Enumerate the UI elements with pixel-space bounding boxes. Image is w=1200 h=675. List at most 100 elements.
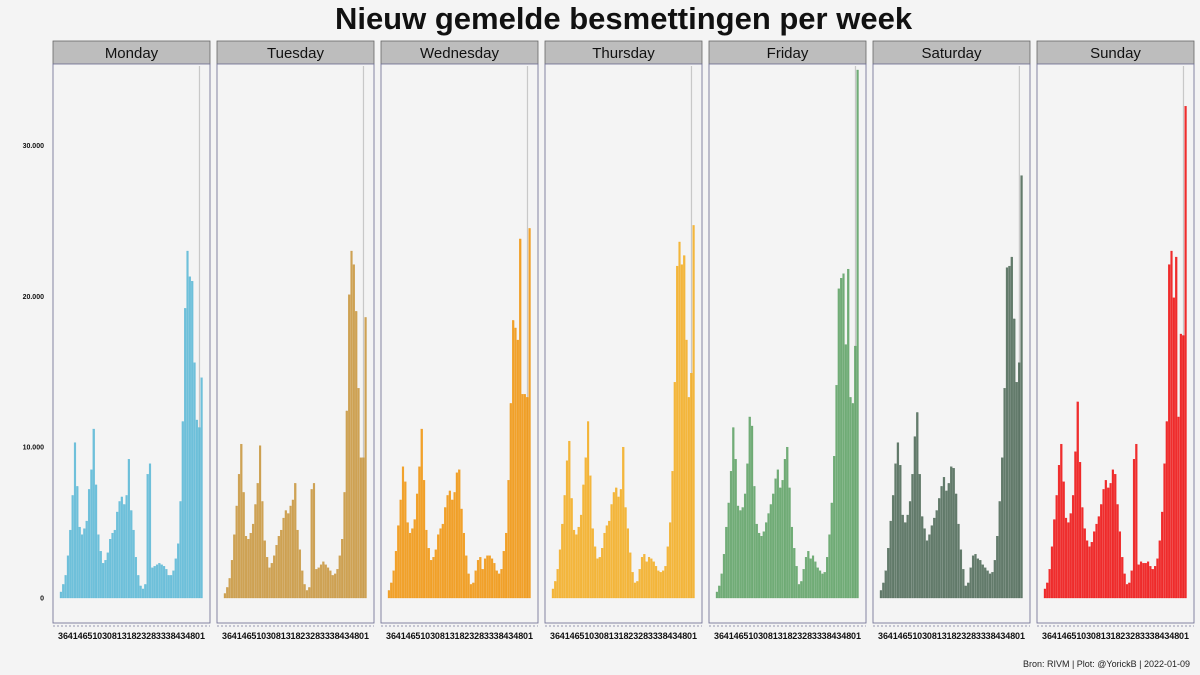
- bar: [718, 585, 721, 599]
- bar: [275, 545, 278, 599]
- x-tick-label: 23: [956, 631, 966, 641]
- bar: [662, 570, 665, 599]
- bar: [137, 575, 140, 599]
- bar: [587, 421, 590, 599]
- bar: [1095, 523, 1098, 599]
- x-tick-label: 43: [339, 631, 349, 641]
- bar: [608, 520, 611, 599]
- bar: [563, 495, 566, 599]
- bar: [130, 510, 133, 599]
- bar: [287, 513, 290, 599]
- bar: [519, 238, 522, 599]
- bar: [488, 555, 491, 599]
- bar: [605, 525, 608, 599]
- bar: [310, 489, 313, 599]
- x-tick-label: 08: [271, 631, 281, 641]
- x-tick-label: 03: [425, 631, 435, 641]
- bar: [556, 569, 559, 599]
- bar: [1182, 335, 1185, 599]
- bar: [364, 317, 367, 599]
- bar: [636, 581, 639, 599]
- bar: [502, 551, 505, 599]
- bar: [85, 520, 88, 599]
- bar: [458, 469, 461, 599]
- source-caption: Bron: RIVM | Plot: @YorickB | 2022-01-09: [1022, 659, 1190, 669]
- bar: [132, 529, 135, 599]
- bar: [1111, 469, 1114, 599]
- bar: [1074, 451, 1077, 599]
- bar: [1062, 481, 1065, 599]
- x-tick-label: 28: [1130, 631, 1140, 641]
- bar: [280, 529, 283, 599]
- bar: [500, 569, 503, 599]
- bar: [139, 585, 142, 599]
- x-tick-label: 33: [156, 631, 166, 641]
- bar: [392, 570, 395, 599]
- bar: [722, 554, 726, 599]
- bar: [626, 528, 630, 599]
- bar: [619, 489, 622, 599]
- bar: [964, 585, 967, 599]
- bar: [1158, 540, 1161, 599]
- bar: [1069, 513, 1072, 599]
- x-tick-label: 48: [1005, 631, 1015, 641]
- bar: [507, 480, 510, 599]
- bar: [769, 504, 772, 599]
- bar: [104, 560, 107, 599]
- bar: [1130, 570, 1133, 599]
- bar: [1005, 267, 1009, 599]
- bar: [113, 529, 116, 599]
- bar: [998, 501, 1001, 599]
- x-tick-label: 08: [1091, 631, 1101, 641]
- bar: [633, 582, 637, 599]
- x-tick-label: 38: [986, 631, 996, 641]
- bar: [1116, 504, 1119, 599]
- bar: [109, 539, 112, 599]
- bar: [331, 575, 334, 599]
- x-tick-label: 38: [330, 631, 340, 641]
- bar: [116, 511, 119, 599]
- bar: [579, 514, 583, 599]
- bar: [336, 569, 339, 599]
- bar: [427, 548, 430, 599]
- bar: [640, 557, 644, 599]
- x-tick-label: 51: [579, 631, 589, 641]
- bar: [1179, 333, 1182, 599]
- bar: [432, 557, 435, 599]
- x-tick-label: 43: [831, 631, 841, 641]
- bar: [753, 486, 756, 599]
- x-tick-label: 13: [445, 631, 455, 641]
- bar: [899, 465, 902, 599]
- bar: [788, 487, 791, 599]
- x-tick-label: 48: [1169, 631, 1179, 641]
- bar: [242, 492, 245, 599]
- x-tick-label: 18: [618, 631, 628, 641]
- bar: [362, 457, 365, 599]
- bar: [1154, 566, 1157, 599]
- bar: [195, 419, 198, 599]
- bar: [350, 250, 353, 599]
- bar: [483, 558, 487, 599]
- bar: [1139, 561, 1143, 599]
- bar: [760, 536, 763, 599]
- x-tick-label: 41: [888, 631, 898, 641]
- bar: [80, 534, 84, 599]
- bar: [226, 587, 229, 599]
- x-tick-label: 08: [599, 631, 609, 641]
- bar: [921, 516, 924, 599]
- bar: [894, 463, 897, 599]
- x-tick-label: 36: [386, 631, 396, 641]
- x-tick-label: 28: [638, 631, 648, 641]
- bar: [1175, 256, 1178, 599]
- bar: [793, 548, 796, 599]
- bar: [913, 436, 916, 599]
- bar: [748, 416, 751, 599]
- bar: [615, 487, 618, 599]
- bar: [551, 588, 554, 599]
- bar: [952, 468, 955, 599]
- bar: [528, 228, 531, 599]
- bar: [945, 490, 948, 599]
- bar: [685, 339, 688, 599]
- x-tick-label: 46: [734, 631, 744, 641]
- x-tick-label: 41: [1052, 631, 1062, 641]
